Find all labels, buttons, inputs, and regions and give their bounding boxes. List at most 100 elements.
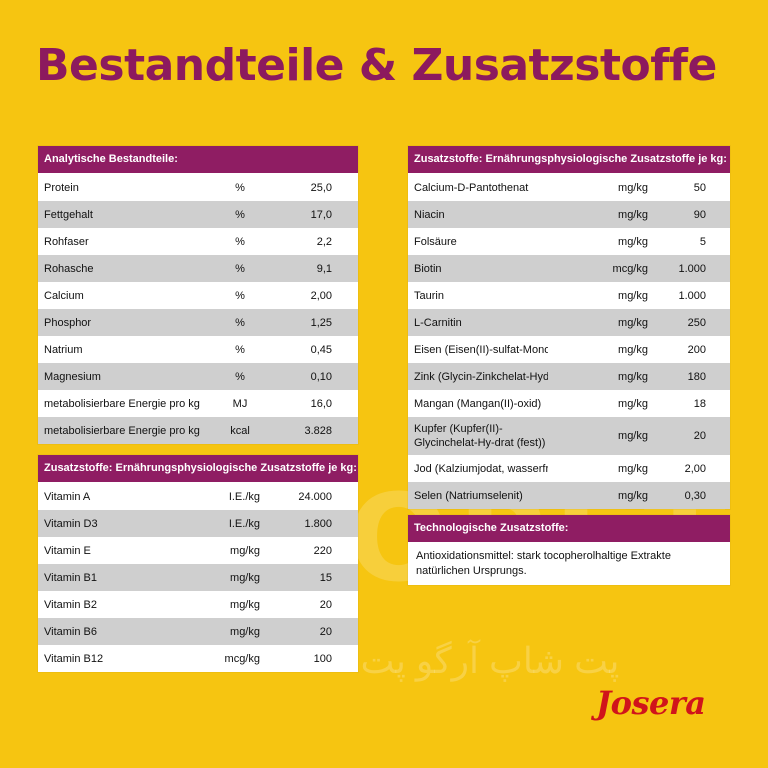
row-unit: % (235, 289, 245, 302)
row-unit: % (235, 316, 245, 329)
row-unit: % (235, 343, 245, 356)
row-value: 20 (319, 598, 332, 611)
table-row: Magnesium% 0,10 (38, 363, 358, 390)
row-label: Calcium (44, 289, 84, 302)
row-value: 20 (319, 625, 332, 638)
row-value: 15 (319, 571, 332, 584)
row-label: metabolisierbare Energie pro kg (44, 424, 200, 437)
table-row: Jod (Kalziumjodat, wasserfrei) mg/kg 2,00 (408, 455, 730, 482)
row-label: Jod (Kalziumjodat, wasserfrei) (414, 462, 548, 475)
row-unit: mg/kg (618, 289, 648, 302)
row-value: 100 (313, 652, 332, 665)
row-unit: mg/kg (230, 598, 260, 611)
row-label: Vitamin A (44, 490, 91, 503)
row-label: Mangan (Mangan(II)-oxid) (414, 397, 542, 410)
row-value: 220 (313, 544, 332, 557)
row-value: 2,00 (310, 289, 332, 302)
table-row: Vitamin E mg/kg 220 (38, 537, 358, 564)
row-label: Selen (Natriumselenit) (414, 489, 523, 502)
row-value: 50 (693, 181, 706, 194)
row-value: 17,0 (310, 208, 332, 221)
row-label: Calcium-D-Pantothenat (414, 181, 529, 194)
page-title: Bestandteile & Zusatzstoffe (36, 40, 717, 91)
row-unit: I.E./kg (228, 517, 260, 530)
row-value: 24.000 (298, 490, 332, 503)
row-value: 18 (693, 397, 706, 410)
table-row: Fettgehalt% 17,0 (38, 201, 358, 228)
row-unit: % (235, 235, 245, 248)
table-row: Eisen (Eisen(II)-sulfat-Monohydrat) mg/kg… (408, 336, 730, 363)
technological-header: Technologische Zusatzstoffe: (408, 515, 730, 543)
row-unit: mg/kg (618, 397, 648, 410)
row-label: Vitamin B6 (44, 625, 97, 638)
additives-panel: Zusatzstoffe: Ernährungsphysiologische Z… (408, 146, 730, 509)
row-value: 1.000 (678, 262, 706, 275)
table-row: Biotin mcg/kg 1.000 (408, 255, 730, 282)
analytical-rows: Protein% 25,0 Fettgehalt% 17,0 Rohfaser% 2,… (38, 174, 358, 444)
table-row: Kupfer (Kupfer(II)-Glycinchelat-Hy-drat … (408, 417, 730, 455)
table-row: metabolisierbare Energie pro kg MJ 16,0 (38, 390, 358, 417)
table-row: Rohfaser% 2,2 (38, 228, 358, 255)
technological-panel: Technologische Zusatzstoffe: Antioxidati… (408, 515, 730, 585)
row-unit: mg/kg (618, 430, 648, 442)
table-row: Vitamin A I.E./kg 24.000 (38, 483, 358, 510)
row-label: L-Carnitin (414, 316, 462, 329)
row-label: Magnesium (44, 370, 101, 383)
table-row: Mangan (Mangan(II)-oxid) mg/kg 18 (408, 390, 730, 417)
row-value: 0,10 (310, 370, 332, 383)
table-row: L-Carnitin mg/kg 250 (408, 309, 730, 336)
row-unit: mg/kg (230, 625, 260, 638)
row-unit: mg/kg (618, 235, 648, 248)
vitamins-rows: Vitamin A I.E./kg 24.000 Vitamin D3 I.E./kg… (38, 483, 358, 672)
row-unit: mcg/kg (612, 262, 648, 275)
analytical-header: Analytische Bestandteile: (38, 146, 358, 174)
table-row: Phosphor% 1,25 (38, 309, 358, 336)
row-unit: mcg/kg (224, 652, 260, 665)
row-label: Kupfer (Kupfer(II)-Glycinchelat-Hy-drat … (414, 423, 546, 449)
table-row: Calcium-D-Pantothenat mg/kg 50 (408, 174, 730, 201)
josera-logo: Josera (596, 684, 706, 722)
row-value: 1.800 (304, 517, 332, 530)
table-row: Vitamin B2 mg/kg 20 (38, 591, 358, 618)
row-value: 1,25 (310, 316, 332, 329)
row-label: Biotin (414, 262, 442, 275)
row-label: Vitamin B12 (44, 652, 104, 665)
row-unit: % (235, 370, 245, 383)
technological-text: Antioxidationsmittel: stark tocopherolha… (416, 550, 671, 577)
row-value: 2,00 (684, 462, 706, 475)
row-unit: mg/kg (618, 208, 648, 221)
table-row: Niacin mg/kg 90 (408, 201, 730, 228)
row-unit: % (235, 181, 245, 194)
table-row: Rohasche% 9,1 (38, 255, 358, 282)
row-label: Folsäure (414, 235, 457, 248)
row-unit: mg/kg (618, 316, 648, 329)
row-unit: MJ (232, 397, 248, 410)
row-unit: mg/kg (618, 181, 648, 194)
row-unit: mg/kg (230, 544, 260, 557)
table-row: Vitamin B6 mg/kg 20 (38, 618, 358, 645)
row-value: 9,1 (316, 262, 332, 275)
row-value: 25,0 (310, 181, 332, 194)
row-unit: % (235, 208, 245, 221)
row-value: 5 (699, 235, 706, 248)
table-row: Natrium% 0,45 (38, 336, 358, 363)
row-value: 200 (687, 343, 706, 356)
row-value: 0,30 (684, 489, 706, 502)
table-row: Taurin mg/kg 1.000 (408, 282, 730, 309)
row-unit: mg/kg (230, 571, 260, 584)
table-row: Vitamin B12 mcg/kg 100 (38, 645, 358, 672)
row-value: 16,0 (310, 397, 332, 410)
row-value: 180 (687, 370, 706, 383)
row-value: 2,2 (316, 235, 332, 248)
row-label: Vitamin D3 (44, 517, 98, 530)
row-label: Phosphor (44, 316, 92, 329)
row-label: Fettgehalt (44, 208, 93, 221)
analytical-panel: Analytische Bestandteile: Protein% 25,0 F… (38, 146, 358, 444)
row-value: 1.000 (678, 289, 706, 302)
table-row: metabolisierbare Energie pro kg kcal 3.828 (38, 417, 358, 444)
row-label: Eisen (Eisen(II)-sulfat-Monohydrat) (414, 343, 548, 356)
table-row: Protein% 25,0 (38, 174, 358, 201)
row-unit: I.E./kg (228, 490, 260, 503)
row-value: 3.828 (304, 424, 332, 437)
row-label: Taurin (414, 289, 444, 302)
